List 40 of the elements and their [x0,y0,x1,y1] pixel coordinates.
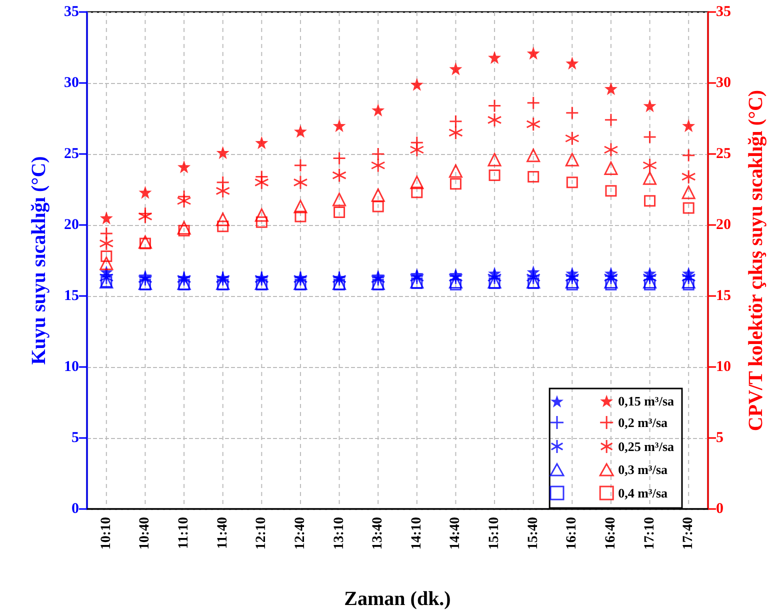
y2-tick-label: 25 [716,146,731,162]
x-tick-label: 10:40 [138,517,153,550]
x-tick-label: 14:40 [448,517,464,550]
x-tick-label: 10:10 [98,517,114,550]
y-tick-label: 5 [72,430,79,446]
x-tick-label: 16:10 [564,517,580,550]
legend-label: 0,3 m³/sa [618,462,668,478]
y2-tick-label: 0 [716,501,724,517]
y2-tick-label: 35 [716,4,731,20]
y-tick-label: 30 [64,75,79,91]
x-tick-label: 16:40 [603,517,618,550]
y-tick-label: 0 [72,501,79,517]
y2-tick-label: 30 [716,75,731,91]
x-tick-label: 13:40 [370,517,386,550]
y-tick-label: 20 [64,217,79,233]
y-tick-label: 15 [64,288,79,304]
x-tick-label: 15:40 [526,517,541,550]
x-tick-label: 12:40 [292,517,308,550]
legend-label: 0,4 m³/sa [618,486,668,500]
y2-axis-title: CPV/T kolektör çıkış suyu sıcaklığı (°C) [745,90,767,432]
x-tick-label: 17:40 [681,517,696,550]
y2-tick-label: 10 [716,359,731,375]
x-axis-title: Zaman (dk.) [344,588,451,610]
x-tick-label: 12:10 [254,517,270,550]
legend-label: 0,15 m³/sa [618,393,674,408]
y2-tick-label: 5 [716,430,724,446]
y2-tick-label: 20 [716,217,731,233]
y-tick-label: 10 [64,359,79,375]
y2-tick-label: 15 [716,288,731,304]
legend-label: 0,25 m³/sa [618,438,674,454]
x-tick-label: 13:10 [332,517,347,550]
y-axis-title: Kuyu suyu sıcaklığı (°C) [28,156,50,365]
x-tick-label: 17:10 [642,517,658,550]
x-tick-label: 14:10 [409,517,424,550]
legend-label: 0,2 m³/sa [618,414,668,430]
y-tick-label: 25 [64,146,79,162]
x-tick-label: 11:40 [215,517,230,549]
x-tick-label: 11:10 [176,517,192,549]
x-tick-label: 15:10 [487,517,502,550]
y-tick-label: 35 [64,4,79,20]
